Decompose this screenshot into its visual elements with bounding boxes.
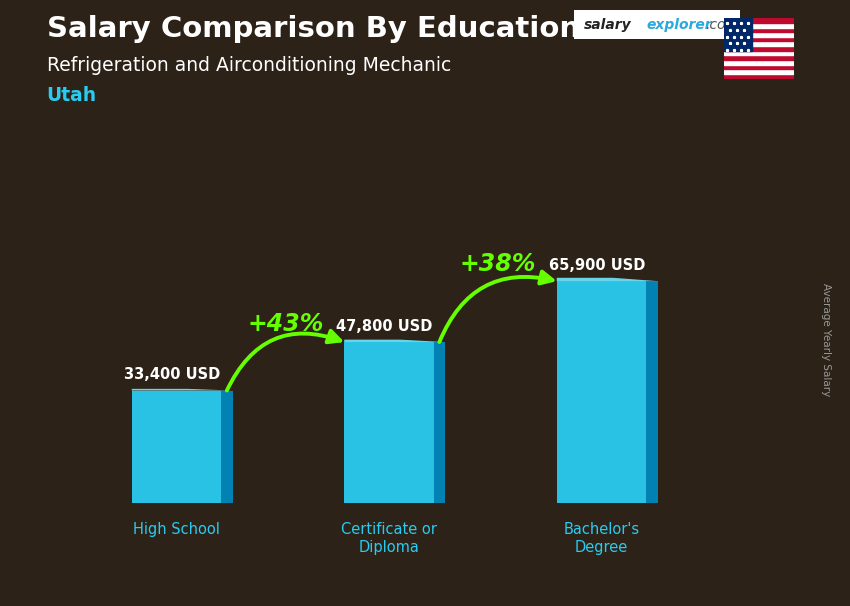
Text: 33,400 USD: 33,400 USD	[124, 367, 220, 382]
Bar	[724, 60, 794, 65]
Bar	[724, 70, 794, 74]
Bar	[557, 281, 646, 503]
Bar	[724, 65, 794, 70]
Polygon shape	[557, 278, 658, 281]
FancyArrowPatch shape	[439, 271, 552, 342]
Bar	[724, 46, 794, 51]
Text: +38%: +38%	[460, 251, 536, 276]
Bar	[724, 41, 794, 46]
Bar	[724, 18, 752, 51]
Polygon shape	[344, 339, 445, 342]
Bar	[724, 27, 794, 32]
Text: salary: salary	[584, 18, 632, 32]
Text: .com: .com	[705, 18, 739, 32]
Bar	[434, 342, 445, 503]
Text: explorer: explorer	[647, 18, 712, 32]
Bar	[724, 23, 794, 27]
Text: +43%: +43%	[247, 311, 324, 336]
FancyArrowPatch shape	[227, 331, 340, 390]
Text: Average Yearly Salary: Average Yearly Salary	[821, 283, 831, 396]
Bar	[132, 390, 221, 503]
Text: Refrigeration and Airconditioning Mechanic: Refrigeration and Airconditioning Mechan…	[47, 56, 451, 75]
Bar	[646, 281, 658, 503]
Bar	[724, 51, 794, 56]
Bar	[724, 74, 794, 79]
Text: 47,800 USD: 47,800 USD	[337, 319, 433, 334]
Bar	[724, 32, 794, 37]
Bar	[221, 390, 233, 503]
Bar	[724, 37, 794, 41]
Bar	[344, 342, 434, 503]
Polygon shape	[132, 389, 233, 390]
Text: 65,900 USD: 65,900 USD	[549, 258, 645, 273]
Text: Salary Comparison By Education: Salary Comparison By Education	[47, 15, 580, 43]
Bar	[724, 56, 794, 60]
Text: Utah: Utah	[47, 86, 97, 105]
Bar	[724, 18, 794, 23]
